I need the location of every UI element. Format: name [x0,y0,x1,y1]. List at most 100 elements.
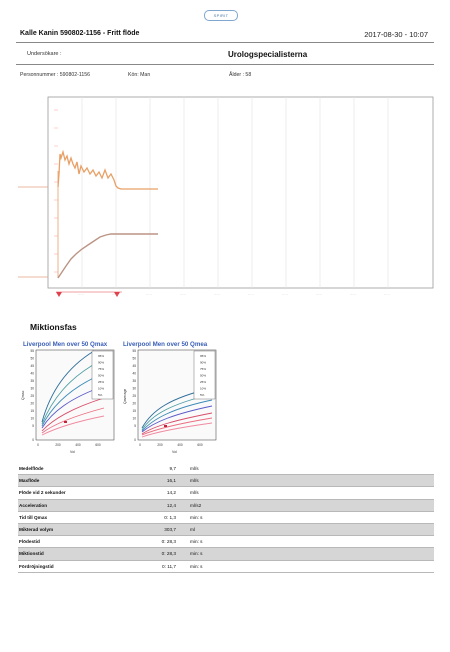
uroflow-chart: ····· ····· ····· ····· ····· ····· ····· ··… [18,96,434,297]
row-unit: ml/s [190,466,199,471]
legend-box [91,350,114,400]
report-datetime: 2017-08-30 - 10:07 [364,30,428,39]
table-row: Flöde vid 2 sekunder 14,2 ml/s [18,487,434,500]
chart-x-tick-labels: ····· ····· ····· ····· ····· ····· ····· ··… [78,293,390,297]
nomogram-xlabel: Vol [172,450,177,454]
svg-text:·····: ····· [282,293,288,297]
header-divider [16,42,434,43]
info-divider [16,64,434,65]
svg-text:5: 5 [134,424,136,428]
svg-text:40: 40 [132,372,136,376]
report-title: Kalle Kanin 590802-1156 - Fritt flöde [20,30,140,37]
row-label: Tid till Qmax [19,514,48,520]
row-value: 0: 28,3 [161,551,176,557]
svg-text:90%: 90% [200,361,206,365]
row-unit: ml/s [190,478,199,484]
results-table: Medelflöde 9,7 ml/s Maxflöde 16,1 ml/s F… [18,463,434,573]
nomogram-title: Liverpool Men over 50 Qmea [123,341,208,348]
svg-text:·····: ····· [350,293,356,297]
svg-text:0: 0 [32,438,34,442]
row-label: Acceleration [19,502,48,508]
svg-text:35: 35 [132,379,136,383]
svg-text:10%: 10% [200,387,206,391]
nomogram-qmax: Liverpool Men over 50 Qmax 55 50 45 40 3… [21,341,115,454]
volume-curve [57,233,158,279]
svg-text:25: 25 [30,394,34,398]
row-label: Maxflöde [19,478,40,484]
row-value: 0: 1,3 [164,514,176,520]
nomogram-y-ticks: 55 50 45 40 35 30 25 20 15 10 5 0 [132,349,136,442]
svg-text:·····: ····· [214,293,220,297]
brand-logo: SPIRIT [204,10,238,21]
table-row: Tid till Qmax 0: 1,3 min: s [18,512,434,524]
svg-text:400: 400 [177,443,183,447]
row-unit: ml [190,526,195,532]
row-value: 0: 11,7 [162,563,176,569]
svg-text:10%: 10% [98,387,104,391]
svg-text:95%: 95% [200,354,206,358]
nomogram-title: Liverpool Men over 50 Qmax [23,341,108,348]
row-label: Miktionstid [19,551,44,557]
svg-text:20: 20 [132,402,136,406]
svg-text:·····: ····· [146,293,152,297]
patient-sex: Kön: Man [128,72,151,78]
svg-text:30: 30 [132,387,136,391]
chart-y-ticks [54,109,58,273]
legend-box [193,350,216,400]
nomogram-x-ticks: 0 200 400 600 [37,443,101,447]
row-unit: min: s [190,539,203,545]
svg-text:50%: 50% [200,374,206,378]
svg-text:50: 50 [30,357,34,361]
svg-text:·····: ····· [248,293,254,297]
svg-text:·····: ····· [384,293,390,297]
svg-text:0: 0 [134,438,136,442]
svg-text:10: 10 [30,417,34,421]
svg-text:5%: 5% [98,393,103,397]
svg-text:30: 30 [30,387,34,391]
patient-point [164,425,167,427]
svg-text:50%: 50% [98,374,104,378]
chart-plot-area [47,96,434,289]
row-label: Fördröjningstid [19,563,54,569]
svg-text:5: 5 [32,424,34,428]
svg-text:25: 25 [132,394,136,398]
svg-text:20: 20 [30,402,34,406]
table-row: Medelflöde 9,7 ml/s [18,463,434,476]
nomogram-ylabel: Qaverage [123,389,127,404]
svg-text:15: 15 [132,409,136,413]
row-value: 9,7 [169,466,176,471]
svg-text:·····: ····· [112,293,118,297]
svg-text:75%: 75% [98,367,104,371]
svg-text:25%: 25% [98,380,104,384]
percentile-curves [41,350,105,436]
row-value: 12,4 [166,502,176,508]
nomogram-legend: 95% 90% 75% 50% 25% 10% 5% [193,350,216,400]
row-unit: ml/s [190,490,199,496]
row-label: Medelflöde [19,466,44,471]
table-row: Miktionstid 0: 28,3 min: s [18,548,434,561]
row-value: 303,7 [164,526,176,532]
row-unit: min: s [190,514,203,520]
row-unit: min: s [190,551,203,557]
svg-text:·····: ····· [180,293,186,297]
svg-text:55: 55 [132,349,136,353]
row-value: 0: 28,3 [161,539,176,545]
table-row: Fördröjningstid 0: 11,7 min: s [18,561,434,573]
svg-text:25%: 25% [200,380,206,384]
table-row: Flödestid 0: 28,3 min: s [18,536,434,549]
svg-text:45: 45 [132,364,136,368]
row-unit: min: s [190,563,203,569]
svg-text:35: 35 [30,379,34,383]
svg-text:40: 40 [30,372,34,376]
nomogram-y-ticks: 55 50 45 40 35 30 25 20 15 10 5 0 [30,349,34,442]
svg-text:90%: 90% [98,361,104,365]
svg-text:75%: 75% [200,367,206,371]
svg-text:600: 600 [197,443,203,447]
svg-text:200: 200 [55,443,61,447]
row-value: 14,2 [166,490,176,496]
end-marker [114,292,120,297]
row-value: 16,1 [166,478,176,484]
table-row: Acceleration 12,4 ml/s2 [18,499,434,512]
examiner-label: Undersökare : [27,51,62,57]
svg-text:·····: ····· [316,293,322,297]
